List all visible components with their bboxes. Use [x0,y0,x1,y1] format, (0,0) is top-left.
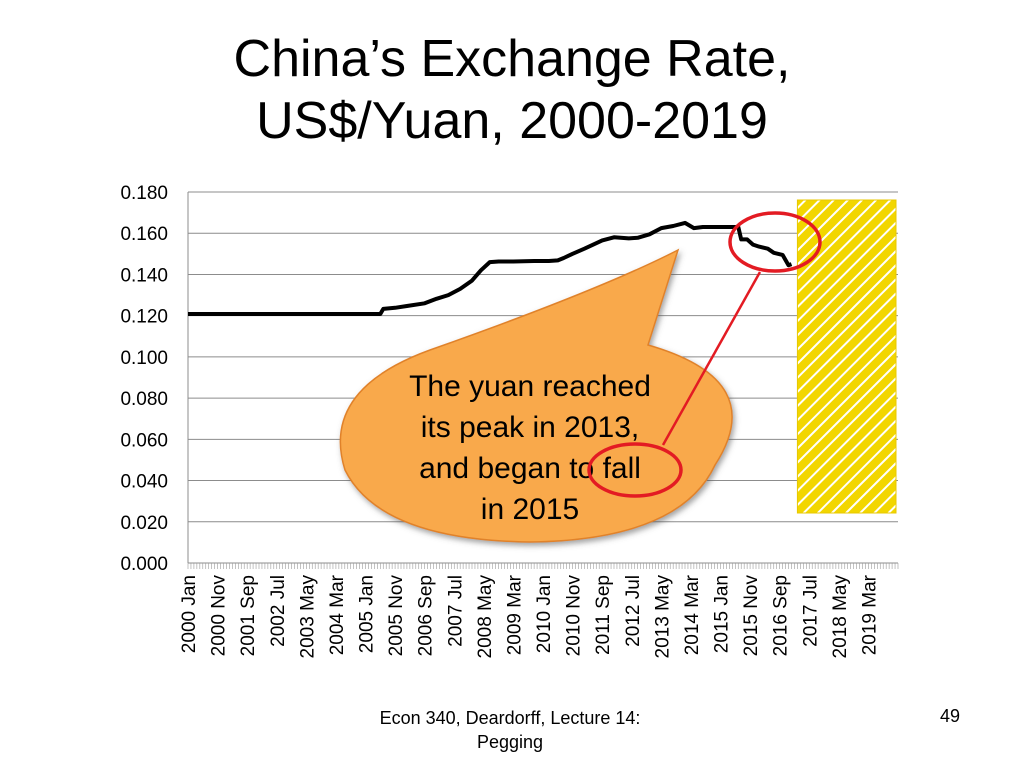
y-tick-label: 0.120 [120,307,168,328]
x-tick-label: 2010 Jan [534,575,555,653]
x-tick-label: 2019 Mar [859,574,880,655]
y-tick-label: 0.160 [120,224,168,245]
y-tick-label: 0.040 [120,472,168,493]
x-tick-label: 2008 May [475,575,496,659]
y-axis-tick-labels: 0.000 0.020 0.040 0.060 0.080 0.100 0.120 0.140… [120,183,168,575]
x-tick-label: 2011 Sep [593,575,614,655]
x-tick-label: 2010 Nov [564,575,585,657]
x-tick-label: 2015 Jan [712,575,733,653]
shaded-period-box [796,199,897,514]
y-tick-label: 0.180 [120,183,168,204]
footer-line-2: Pegging [476,732,544,752]
fall-highlight-ring [587,442,683,498]
x-tick-label: 2002 Jul [268,575,289,647]
x-tick-label: 2009 Mar [504,574,525,655]
x-tick-label: 2005 Nov [386,575,407,657]
x-tick-label: 2000 Nov [209,575,230,657]
x-tick-label: 2015 Nov [741,575,762,657]
y-tick-label: 0.020 [120,513,168,534]
exchange-rate-chart: 0.000 0.020 0.040 0.060 0.080 0.100 0.120 0.140… [120,183,899,658]
callout: The yuan reached its peak in 2013, and beg… [339,248,733,543]
x-tick-label: 2003 May [297,575,318,659]
callout-bubble [339,248,733,543]
y-tick-label: 0.060 [120,430,168,451]
slide-title: China’s Exchange Rate, US$/Yuan, 2000-20… [0,28,1024,152]
x-tick-label: 2004 Mar [327,574,348,655]
x-axis-tick-labels: 2000 Jan 2000 Nov 2001 Sep 2002 Jul 2003 May… [179,574,880,658]
title-line-2: US$/Yuan, 2000-2019 [256,92,768,150]
x-tick-label: 2006 Sep [416,575,437,656]
x-tick-label: 2016 Sep [771,575,792,656]
x-tick-label: 2014 Mar [682,574,703,655]
y-tick-label: 0.080 [120,389,168,410]
x-tick-label: 2012 Jul [623,575,644,647]
callout-line: The yuan reached [409,370,651,403]
exchange-rate-line [188,220,793,316]
callout-line: in 2015 [481,493,579,526]
x-tick-label: 2001 Sep [238,575,259,656]
x-tick-label: 2007 Jul [445,575,466,647]
title-line-1: China’s Exchange Rate, [233,30,791,88]
peak-highlight-ring [728,211,822,273]
footer-line-1: Econ 340, Deardorff, Lecture 14: [379,708,641,728]
x-tick-label: 2018 May [830,575,851,659]
callout-line: its peak in 2013, [421,411,639,444]
footer-text: Econ 340, Deardorff, Lecture 14: Pegging [340,706,680,754]
callout-line: and began to fall [419,452,641,485]
connector-line [661,271,762,446]
x-tick-label: 2017 Jul [800,575,821,647]
y-tick-label: 0.100 [120,348,168,369]
shaded-period-layer [796,199,897,514]
x-axis [187,192,899,569]
callout-text: The yuan reached its peak in 2013, and beg… [409,370,651,526]
x-tick-label: 2005 Jan [357,575,378,653]
x-tick-label: 2000 Jan [179,575,200,653]
x-tick-label: 2013 May [652,575,673,659]
y-tick-label: 0.140 [120,265,168,286]
series-layer [188,220,793,316]
y-tick-label: 0.000 [120,554,168,575]
page-number: 49 [939,706,961,726]
